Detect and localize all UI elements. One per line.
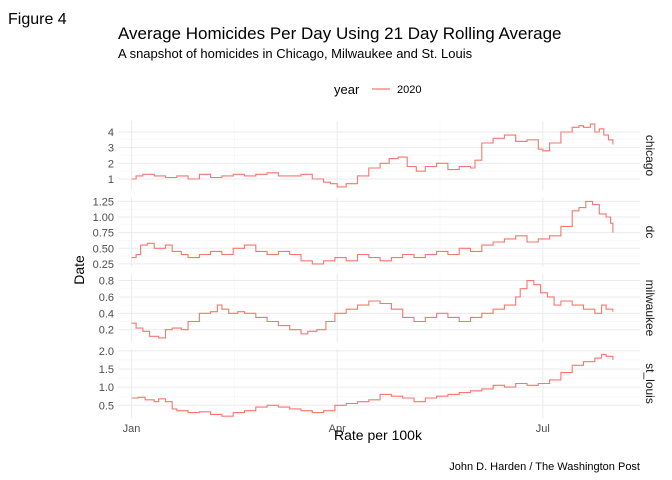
panel-st_louis: 0.5 1.0 1.5 2.0 st_louis: [99, 346, 657, 418]
strip-label-milwaukee: milwaukee: [643, 280, 657, 337]
series-line-chicago: [131, 123, 614, 188]
chart-subtitle: A snapshot of homicides in Chicago, Milw…: [118, 46, 473, 61]
series-line-dc: [131, 200, 614, 265]
y-tick-label: 1: [108, 174, 114, 186]
caption: John D. Harden / The Washington Post: [449, 461, 640, 473]
y-tick-label: 0.6: [99, 292, 114, 304]
y-tick-label: 1.00: [93, 212, 114, 224]
facet-panels: 1234chicago0.250.500.751.001.25dc0.20.40…: [93, 121, 657, 435]
y-tick-label: 4: [108, 127, 114, 139]
y-tick-label: 0.4: [99, 308, 114, 320]
y-tick-label: 0.8: [99, 276, 114, 288]
chart-title: Average Homicides Per Day Using 21 Day R…: [118, 24, 562, 43]
y-tick-label: 3: [108, 143, 114, 155]
x-axis-label: Rate per 100k: [334, 427, 423, 443]
series-line-st_louis: [131, 353, 614, 417]
x-tick-label: Jul: [536, 423, 550, 435]
strip-label-st_louis: st_louis: [643, 363, 657, 404]
y-tick-label: 0.50: [93, 243, 114, 255]
figure-label: Figure 4: [8, 11, 67, 28]
y-tick-label: 1.25: [93, 196, 114, 208]
legend-entry-2020: 2020: [397, 84, 421, 96]
series-line-milwaukee: [131, 280, 614, 339]
panel-chicago: 1 2 3 4 chicago: [108, 121, 657, 190]
legend-title: year: [334, 82, 360, 97]
y-tick-label: 1.5: [99, 364, 114, 376]
y-tick-label: 2: [108, 158, 114, 170]
legend: year 2020: [334, 82, 421, 97]
x-tick-label: Apr: [329, 423, 346, 435]
panel-milwaukee: 0.2 0.4 0.6 0.8 milwaukee: [99, 274, 657, 342]
strip-label-dc: dc: [643, 226, 657, 239]
y-tick-label: 0.25: [93, 259, 114, 271]
x-tick-label: Jan: [123, 423, 141, 435]
y-tick-label: 0.75: [93, 228, 114, 240]
y-tick-label: 2.0: [99, 346, 114, 358]
y-axis-label: Date: [71, 255, 87, 285]
y-tick-label: 1.0: [99, 382, 114, 394]
y-tick-label: 0.2: [99, 325, 114, 337]
strip-label-chicago: chicago: [643, 135, 657, 177]
y-tick-label: 0.5: [99, 400, 114, 412]
panel-dc: 0.25 0.50 0.75 1.00 1.25 dc: [93, 196, 657, 271]
